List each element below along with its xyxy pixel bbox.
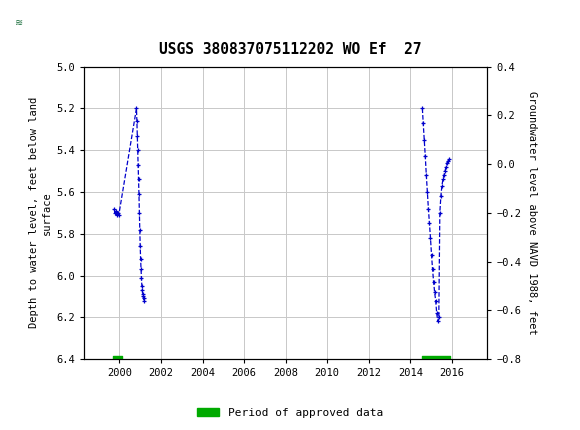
Legend: Period of approved data: Period of approved data <box>193 403 387 422</box>
FancyBboxPatch shape <box>7 3 59 42</box>
Y-axis label: Depth to water level, feet below land
surface: Depth to water level, feet below land su… <box>29 97 52 329</box>
Text: USGS: USGS <box>66 14 117 31</box>
Text: USGS 380837075112202 WO Ef  27: USGS 380837075112202 WO Ef 27 <box>159 42 421 57</box>
Text: ≋: ≋ <box>15 18 23 28</box>
Y-axis label: Groundwater level above NAVD 1988, feet: Groundwater level above NAVD 1988, feet <box>527 91 536 335</box>
